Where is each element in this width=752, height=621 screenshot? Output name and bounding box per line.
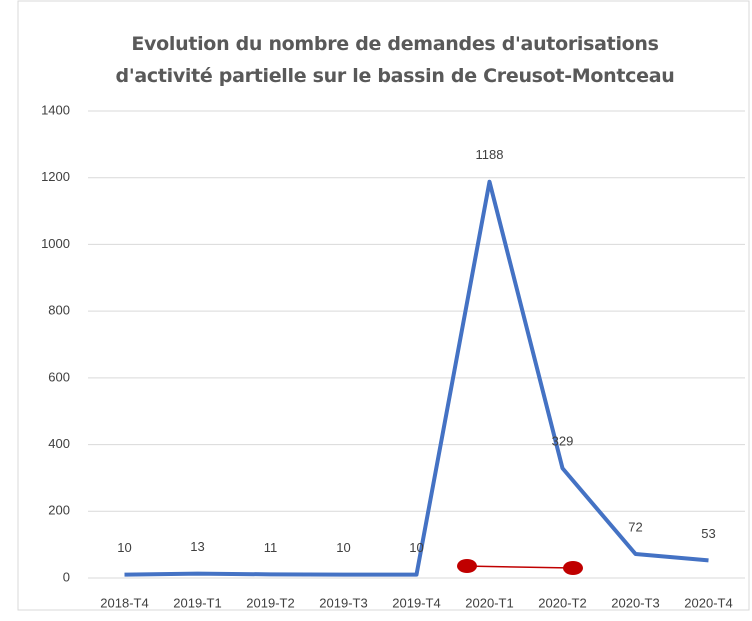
x-tick-label: 2019-T3 xyxy=(319,595,367,610)
annotation-dot xyxy=(457,559,477,573)
data-label: 72 xyxy=(628,519,642,534)
y-tick-label: 600 xyxy=(48,369,70,384)
annotation-line xyxy=(462,565,574,569)
data-line xyxy=(124,179,709,577)
x-tick-label: 2020-T1 xyxy=(465,595,513,610)
y-tick-label: 800 xyxy=(48,303,70,318)
x-tick-label: 2019-T4 xyxy=(392,595,440,610)
data-label: 1188 xyxy=(476,147,504,162)
x-tick-label: 2019-T2 xyxy=(246,595,294,610)
y-tick-label: 400 xyxy=(48,436,70,451)
y-tick-label: 0 xyxy=(63,569,70,584)
x-tick-label: 2020-T2 xyxy=(538,595,586,610)
annotation-dot xyxy=(563,561,583,575)
data-label: 329 xyxy=(552,434,574,449)
x-tick-label: 2020-T4 xyxy=(684,595,732,610)
chart-border xyxy=(17,0,750,611)
data-label: 10 xyxy=(336,540,350,555)
chart-title: Evolution du nombre de demandes d'autori… xyxy=(115,33,675,87)
y-tick-label: 1000 xyxy=(41,236,70,251)
y-tick-label: 1400 xyxy=(41,102,70,117)
data-label: 13 xyxy=(190,539,204,554)
y-tick-label: 1200 xyxy=(41,169,70,184)
y-tick-label: 200 xyxy=(48,503,70,518)
data-label: 10 xyxy=(117,540,131,555)
data-label: 11 xyxy=(264,540,278,555)
data-label: 53 xyxy=(701,526,715,541)
x-tick-label: 2018-T4 xyxy=(100,595,148,610)
x-tick-label: 2020-T3 xyxy=(611,595,659,610)
data-label: 10 xyxy=(409,540,423,555)
x-tick-label: 2019-T1 xyxy=(173,595,221,610)
